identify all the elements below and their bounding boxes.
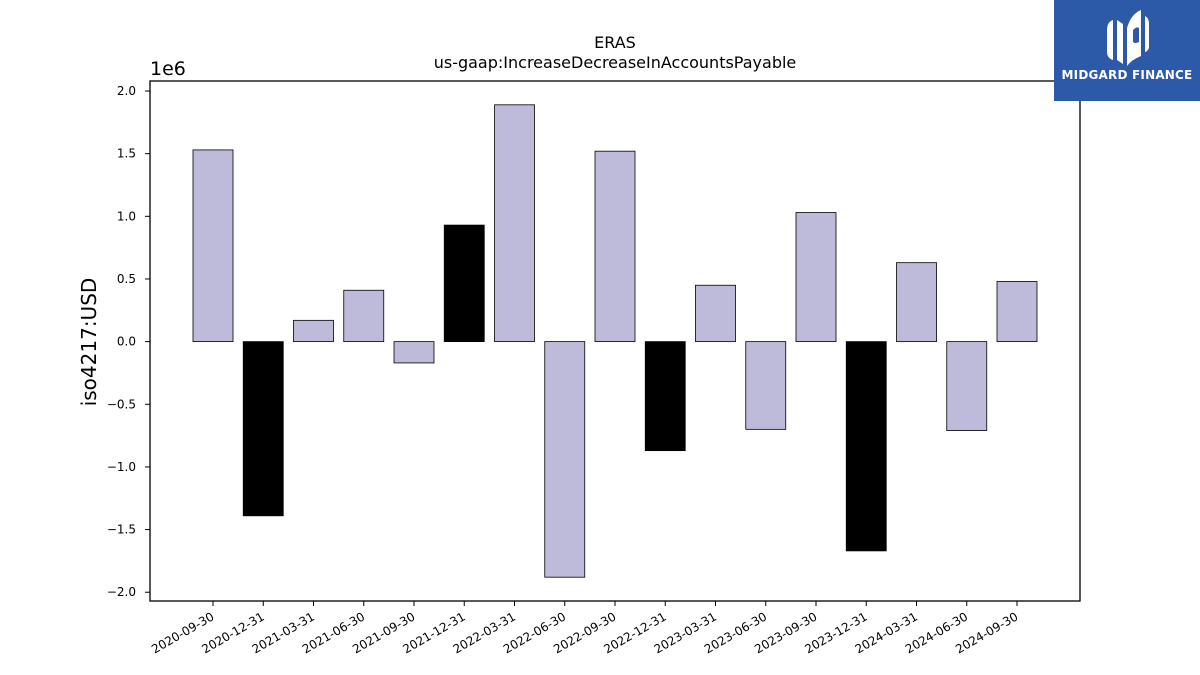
- bar-2022-06-30: [544, 341, 586, 578]
- y-tick-label: −2.0: [107, 585, 136, 599]
- bar-2021-06-30: [343, 289, 385, 343]
- bar-2022-03-31: [494, 104, 535, 343]
- y-tick-label: 1.5: [117, 147, 136, 161]
- bars-group: [192, 104, 1038, 578]
- bar-2024-06-30: [946, 341, 988, 431]
- bar-2023-03-31: [695, 284, 736, 343]
- y-tick-label: 0.0: [117, 335, 136, 349]
- bar-2023-12-31: [845, 341, 887, 552]
- midgard-logo-icon: [1107, 10, 1149, 66]
- chart-title: ERAS: [594, 33, 636, 52]
- bar-2021-12-31: [443, 224, 485, 343]
- y-axis-label: iso4217:USD: [77, 278, 101, 407]
- y-tick-label: 1.0: [117, 209, 136, 223]
- y-tick-label: −1.5: [107, 523, 136, 537]
- bar-2023-06-30: [745, 341, 787, 430]
- brand-name: MIDGARD FINANCE: [1061, 68, 1193, 82]
- y-tick-label: −0.5: [107, 397, 136, 411]
- midgard-finance-logo: MIDGARD FINANCE: [1054, 0, 1200, 101]
- y-tick-label: 2.0: [117, 84, 136, 98]
- bar-2021-03-31: [293, 319, 334, 343]
- bar-2022-12-31: [644, 341, 686, 452]
- bar-2021-09-30: [393, 341, 435, 364]
- bar-2020-09-30: [192, 149, 234, 343]
- chart-subtitle: us-gaap:IncreaseDecreaseInAccountsPayabl…: [434, 53, 797, 72]
- y-ticks-group: −2.0 −1.5 −1.0 −0.5 0.0 0.5 1.0 1.5 2.0: [107, 84, 150, 599]
- bar-2024-09-30: [996, 281, 1038, 343]
- y-tick-label: 0.5: [117, 272, 136, 286]
- plot-frame: [149, 80, 1081, 602]
- bar-2020-12-31: [242, 341, 284, 517]
- bar-2023-09-30: [795, 212, 837, 343]
- bar-2024-03-31: [896, 262, 937, 343]
- bar-2022-09-30: [594, 150, 636, 343]
- x-ticks-group: 2020-09-302020-12-312021-03-312021-06-30…: [149, 601, 1021, 656]
- y-scale-label: 1e6: [150, 58, 186, 80]
- y-tick-label: −1.0: [107, 460, 136, 474]
